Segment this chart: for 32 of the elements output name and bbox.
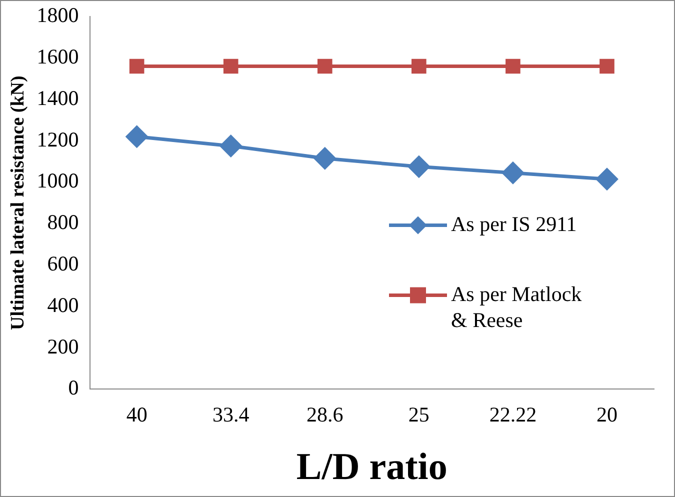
point [314, 148, 336, 170]
y-tick-label: 1200 [36, 127, 79, 152]
legend-label: As per Matlock & Reese [451, 282, 582, 332]
y-tick-label: 200 [47, 334, 79, 358]
y-tick-label: 0 [68, 376, 79, 400]
x-tick-label: 22.22 [489, 402, 537, 426]
x-axis-title: L/D ratio [296, 446, 448, 488]
point [126, 126, 148, 148]
y-tick-label: 1000 [36, 168, 79, 193]
y-tick-label: 1800 [36, 3, 79, 28]
point [596, 168, 618, 190]
y-tick-label: 400 [47, 292, 79, 317]
x-tick-label: 28.6 [306, 402, 344, 426]
point [408, 156, 430, 178]
y-axis-title: Ultimate lateral resistance (kN) [7, 76, 28, 330]
x-tick-label: 33.4 [212, 402, 250, 426]
point [317, 58, 332, 74]
y-tick-label: 1400 [36, 86, 79, 110]
x-tick-label: 40 [126, 402, 148, 426]
point [223, 58, 238, 74]
y-tick-label: 600 [47, 252, 79, 276]
point [502, 162, 524, 184]
point [412, 58, 426, 74]
x-tick-label: 25 [408, 402, 430, 426]
y-tick-label: 1600 [36, 44, 79, 69]
point [129, 58, 144, 74]
point [600, 58, 614, 74]
point [506, 58, 520, 74]
y-tick-label: 800 [47, 210, 79, 234]
point [220, 135, 242, 157]
legend-label: As per IS 2911 [451, 212, 577, 236]
x-tick-label: 20 [596, 402, 618, 426]
